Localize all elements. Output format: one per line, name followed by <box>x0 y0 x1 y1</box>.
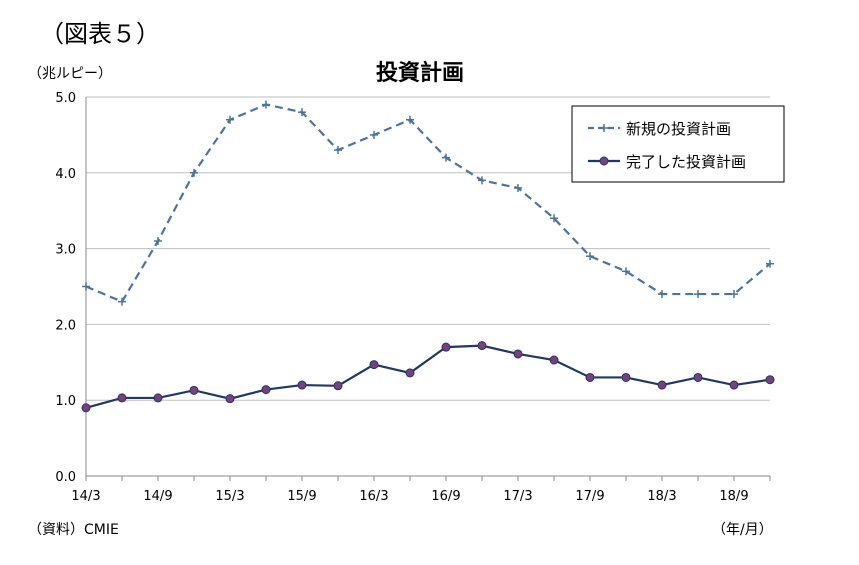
point-new-plans <box>442 153 450 162</box>
point-completed-plans <box>585 372 595 382</box>
x-tick-label: 18/3 <box>647 489 676 504</box>
point-completed-plans <box>333 381 343 391</box>
x-axis-label: （年/月） <box>712 522 773 538</box>
point-completed-plans <box>225 394 235 404</box>
point-new-plans <box>406 115 414 124</box>
y-tick-label: 0.0 <box>55 470 76 485</box>
point-new-plans <box>262 100 270 109</box>
point-completed-plans <box>117 393 127 403</box>
point-new-plans <box>478 176 486 185</box>
legend-box <box>571 105 785 183</box>
x-tick-label: 16/9 <box>431 489 460 504</box>
figure-label: （図表５） <box>40 20 160 48</box>
x-tick-label: 16/3 <box>359 489 388 504</box>
y-axis-label: （兆ルピー） <box>28 66 112 82</box>
point-new-plans <box>190 168 198 177</box>
x-tick-label: 15/9 <box>287 489 316 504</box>
point-new-plans <box>550 214 558 223</box>
chart-title: 投資計画 <box>376 60 464 86</box>
x-tick-label: 14/9 <box>143 489 172 504</box>
y-tick-label: 2.0 <box>55 318 76 333</box>
y-tick-label: 4.0 <box>55 167 76 182</box>
point-completed-plans <box>549 355 559 365</box>
source-note: （資料）CMIE <box>28 522 119 538</box>
x-tick-label: 17/3 <box>503 489 532 504</box>
point-completed-plans <box>369 360 379 370</box>
point-completed-plans <box>441 342 451 352</box>
y-tick-label: 3.0 <box>55 243 76 258</box>
point-completed-plans <box>153 393 163 403</box>
series-line-new-plans <box>85 103 771 304</box>
y-tick-label: 1.0 <box>55 394 76 409</box>
point-completed-plans <box>189 385 199 395</box>
point-new-plans <box>334 146 342 155</box>
legend-label-new-plans: 新規の投資計画 <box>626 120 731 138</box>
point-completed-plans <box>693 372 703 382</box>
x-tick-label: 17/9 <box>575 489 604 504</box>
point-new-plans <box>226 115 234 124</box>
point-completed-plans <box>261 385 271 395</box>
point-new-plans <box>730 290 738 299</box>
point-new-plans <box>298 108 306 117</box>
point-completed-plans <box>477 341 487 351</box>
y-tick-label: 5.0 <box>55 91 76 106</box>
point-new-plans <box>586 252 594 261</box>
point-new-plans <box>118 297 126 306</box>
point-new-plans <box>82 282 90 291</box>
x-tick-label: 15/3 <box>215 489 244 504</box>
legend-label-completed-plans: 完了した投資計画 <box>626 153 746 171</box>
x-tick-label: 14/3 <box>71 489 100 504</box>
point-new-plans <box>370 130 378 139</box>
point-new-plans <box>658 290 666 299</box>
point-completed-plans <box>513 349 523 359</box>
point-new-plans <box>154 237 162 246</box>
point-completed-plans <box>405 368 415 378</box>
point-new-plans <box>694 290 702 299</box>
point-new-plans <box>622 267 630 276</box>
point-completed-plans <box>297 380 307 390</box>
x-tick-label: 18/9 <box>719 489 748 504</box>
point-completed-plans <box>729 380 739 390</box>
point-new-plans <box>514 183 522 192</box>
point-completed-plans <box>765 375 775 385</box>
point-new-plans <box>766 259 774 268</box>
series-line-completed-plans <box>85 344 771 409</box>
point-completed-plans <box>621 372 631 382</box>
point-completed-plans <box>657 380 667 390</box>
point-completed-plans <box>81 403 91 413</box>
